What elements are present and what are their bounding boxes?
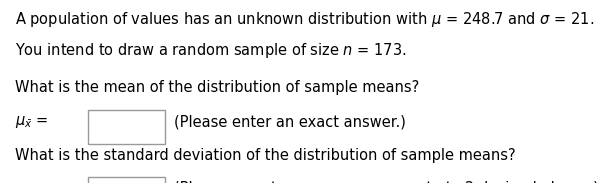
FancyBboxPatch shape [88, 177, 165, 183]
FancyBboxPatch shape [88, 110, 165, 144]
Text: $\sigma_{\bar{x}}$ =: $\sigma_{\bar{x}}$ = [15, 181, 48, 183]
Text: You intend to draw a random sample of size $n$ = 173.: You intend to draw a random sample of si… [15, 41, 407, 60]
Text: What is the standard deviation of the distribution of sample means?: What is the standard deviation of the di… [15, 148, 516, 163]
Text: (Please enter an exact answer.): (Please enter an exact answer.) [174, 114, 406, 129]
Text: $\mu_{\bar{x}}$ =: $\mu_{\bar{x}}$ = [15, 114, 49, 130]
Text: (Please report your answer accurate to 2 decimal places.): (Please report your answer accurate to 2… [174, 181, 599, 183]
Text: What is the mean of the distribution of sample means?: What is the mean of the distribution of … [15, 80, 420, 95]
Text: A population of values has an unknown distribution with $\mu$ = 248.7 and $\sigm: A population of values has an unknown di… [15, 10, 595, 29]
